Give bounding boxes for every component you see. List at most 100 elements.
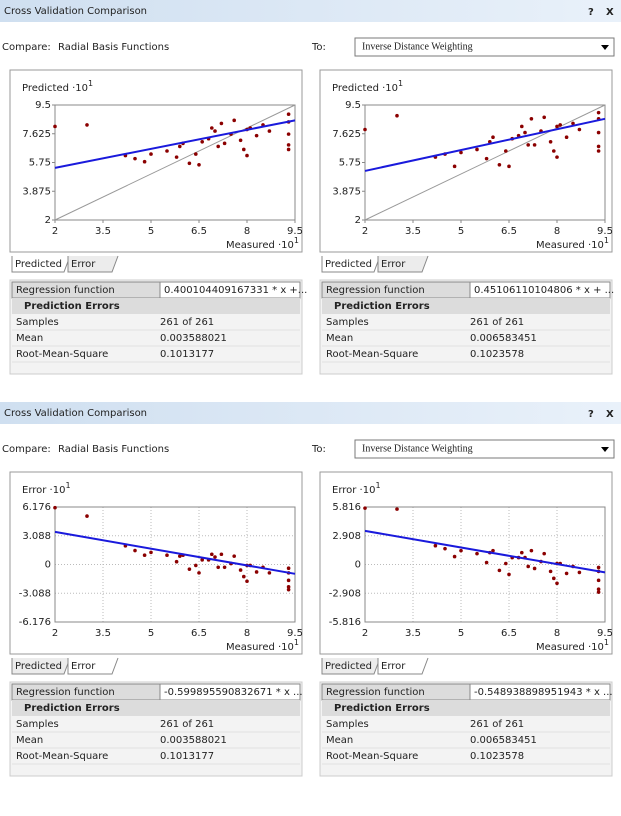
tab[interactable] (377, 255, 429, 273)
x-axis-label-text: Measured ·10 (536, 642, 604, 653)
data-point (552, 576, 556, 581)
tab[interactable] (67, 657, 119, 675)
data-point (564, 571, 569, 576)
dropdown-value: Inverse Distance Weighting (362, 41, 473, 52)
y-tick-label: 2.908 (332, 531, 361, 542)
chart-frame (9, 471, 303, 655)
dropdown-value: Inverse Distance Weighting (362, 443, 473, 454)
y-tick-label: 7.625 (22, 129, 51, 140)
y-tick-label: 3.875 (332, 186, 361, 197)
data-point (85, 514, 89, 518)
data-point (520, 550, 524, 555)
x-axis-label: Measured ·101 (536, 638, 609, 654)
tab[interactable] (11, 255, 71, 273)
data-point (395, 113, 399, 118)
data-point (242, 574, 246, 579)
plot-border (364, 506, 606, 623)
x-axis-label-text: Measured ·10 (226, 642, 294, 653)
tab-label[interactable]: Predicted (15, 259, 62, 270)
y-axis-label: Error ·101 (332, 481, 381, 497)
stat-label: Root-Mean-Square (16, 751, 108, 762)
y-axis-label-exponent: 1 (65, 481, 70, 490)
tab-label[interactable]: Predicted (15, 661, 62, 672)
data-point (187, 161, 192, 166)
close-button[interactable]: X (606, 7, 614, 18)
tab-label[interactable]: Predicted (325, 259, 372, 270)
data-point (596, 565, 601, 570)
data-point (459, 548, 463, 553)
y-tick-label: 7.625 (332, 129, 361, 140)
data-point (475, 147, 479, 152)
data-point (238, 138, 243, 143)
data-point (532, 143, 537, 147)
x-tick-label: 5 (148, 628, 154, 639)
section-header-cell (322, 298, 610, 314)
y-tick-label: -5.816 (329, 617, 361, 628)
data-point (452, 164, 457, 169)
stat-label: Samples (16, 317, 59, 328)
data-point (210, 552, 214, 557)
data-point (133, 548, 137, 553)
y-axis-label: Error ·101 (22, 481, 71, 497)
plot-border (364, 104, 606, 221)
close-button[interactable]: X (606, 409, 614, 420)
data-point (596, 587, 601, 592)
tab[interactable] (377, 657, 429, 675)
data-point (53, 505, 57, 510)
dropdown[interactable] (354, 37, 615, 57)
data-point (238, 568, 243, 572)
section-header-cell (12, 298, 300, 314)
x-axis-label-text: Measured ·10 (536, 240, 604, 251)
x-axis-label-text: Measured ·10 (226, 240, 294, 251)
data-point (596, 590, 601, 594)
x-tick-label: 3.5 (405, 226, 421, 237)
stat-value: 0.1013177 (160, 349, 214, 360)
help-button[interactable]: ? (588, 409, 594, 420)
data-point (433, 543, 438, 548)
tab[interactable] (67, 255, 119, 273)
data-point (596, 110, 601, 115)
data-point (174, 559, 179, 564)
x-tick-label: 9.5 (597, 226, 613, 237)
tab-label[interactable]: Error (381, 259, 406, 270)
data-point (552, 149, 556, 153)
data-point (178, 144, 182, 149)
x-tick-label: 6.5 (191, 628, 207, 639)
title-bar (0, 0, 621, 22)
y-axis-label-text: Predicted ·10 (22, 83, 88, 94)
regression-value: 0.400104409167331 * x +... (164, 285, 307, 296)
tab[interactable] (321, 657, 381, 675)
data-point (197, 163, 201, 167)
x-axis-label-exponent: 1 (604, 236, 609, 245)
y-axis-label-text: Error ·10 (22, 485, 65, 496)
y-axis-label-exponent: 1 (398, 79, 403, 88)
y-tick-label: 5.75 (29, 158, 51, 169)
compare-label: Compare: (2, 444, 51, 455)
section-header: Prediction Errors (334, 703, 430, 714)
x-tick-label: 9.5 (597, 628, 613, 639)
data-point (165, 553, 169, 557)
tab-label[interactable]: Error (71, 259, 96, 270)
identity-line (54, 104, 296, 221)
tab-label[interactable]: Predicted (325, 661, 372, 672)
window-title: Cross Validation Comparison (4, 408, 147, 419)
window-title: Cross Validation Comparison (4, 6, 147, 17)
stat-value: 0.006583451 (470, 333, 537, 344)
tab[interactable] (321, 255, 381, 273)
dropdown[interactable] (354, 439, 615, 459)
data-point (286, 587, 291, 592)
regression-line (54, 119, 296, 169)
data-point (245, 153, 249, 158)
y-tick-label: 0 (45, 560, 51, 571)
data-point (194, 152, 198, 156)
data-point (526, 143, 530, 147)
x-tick-label: 6.5 (501, 628, 517, 639)
data-point (197, 571, 201, 575)
tab[interactable] (11, 657, 71, 675)
data-point (596, 144, 601, 149)
data-point (555, 155, 559, 159)
tab-label[interactable]: Error (71, 661, 96, 672)
data-point (542, 551, 546, 556)
tab-label[interactable]: Error (381, 661, 406, 672)
help-button[interactable]: ? (588, 7, 594, 18)
